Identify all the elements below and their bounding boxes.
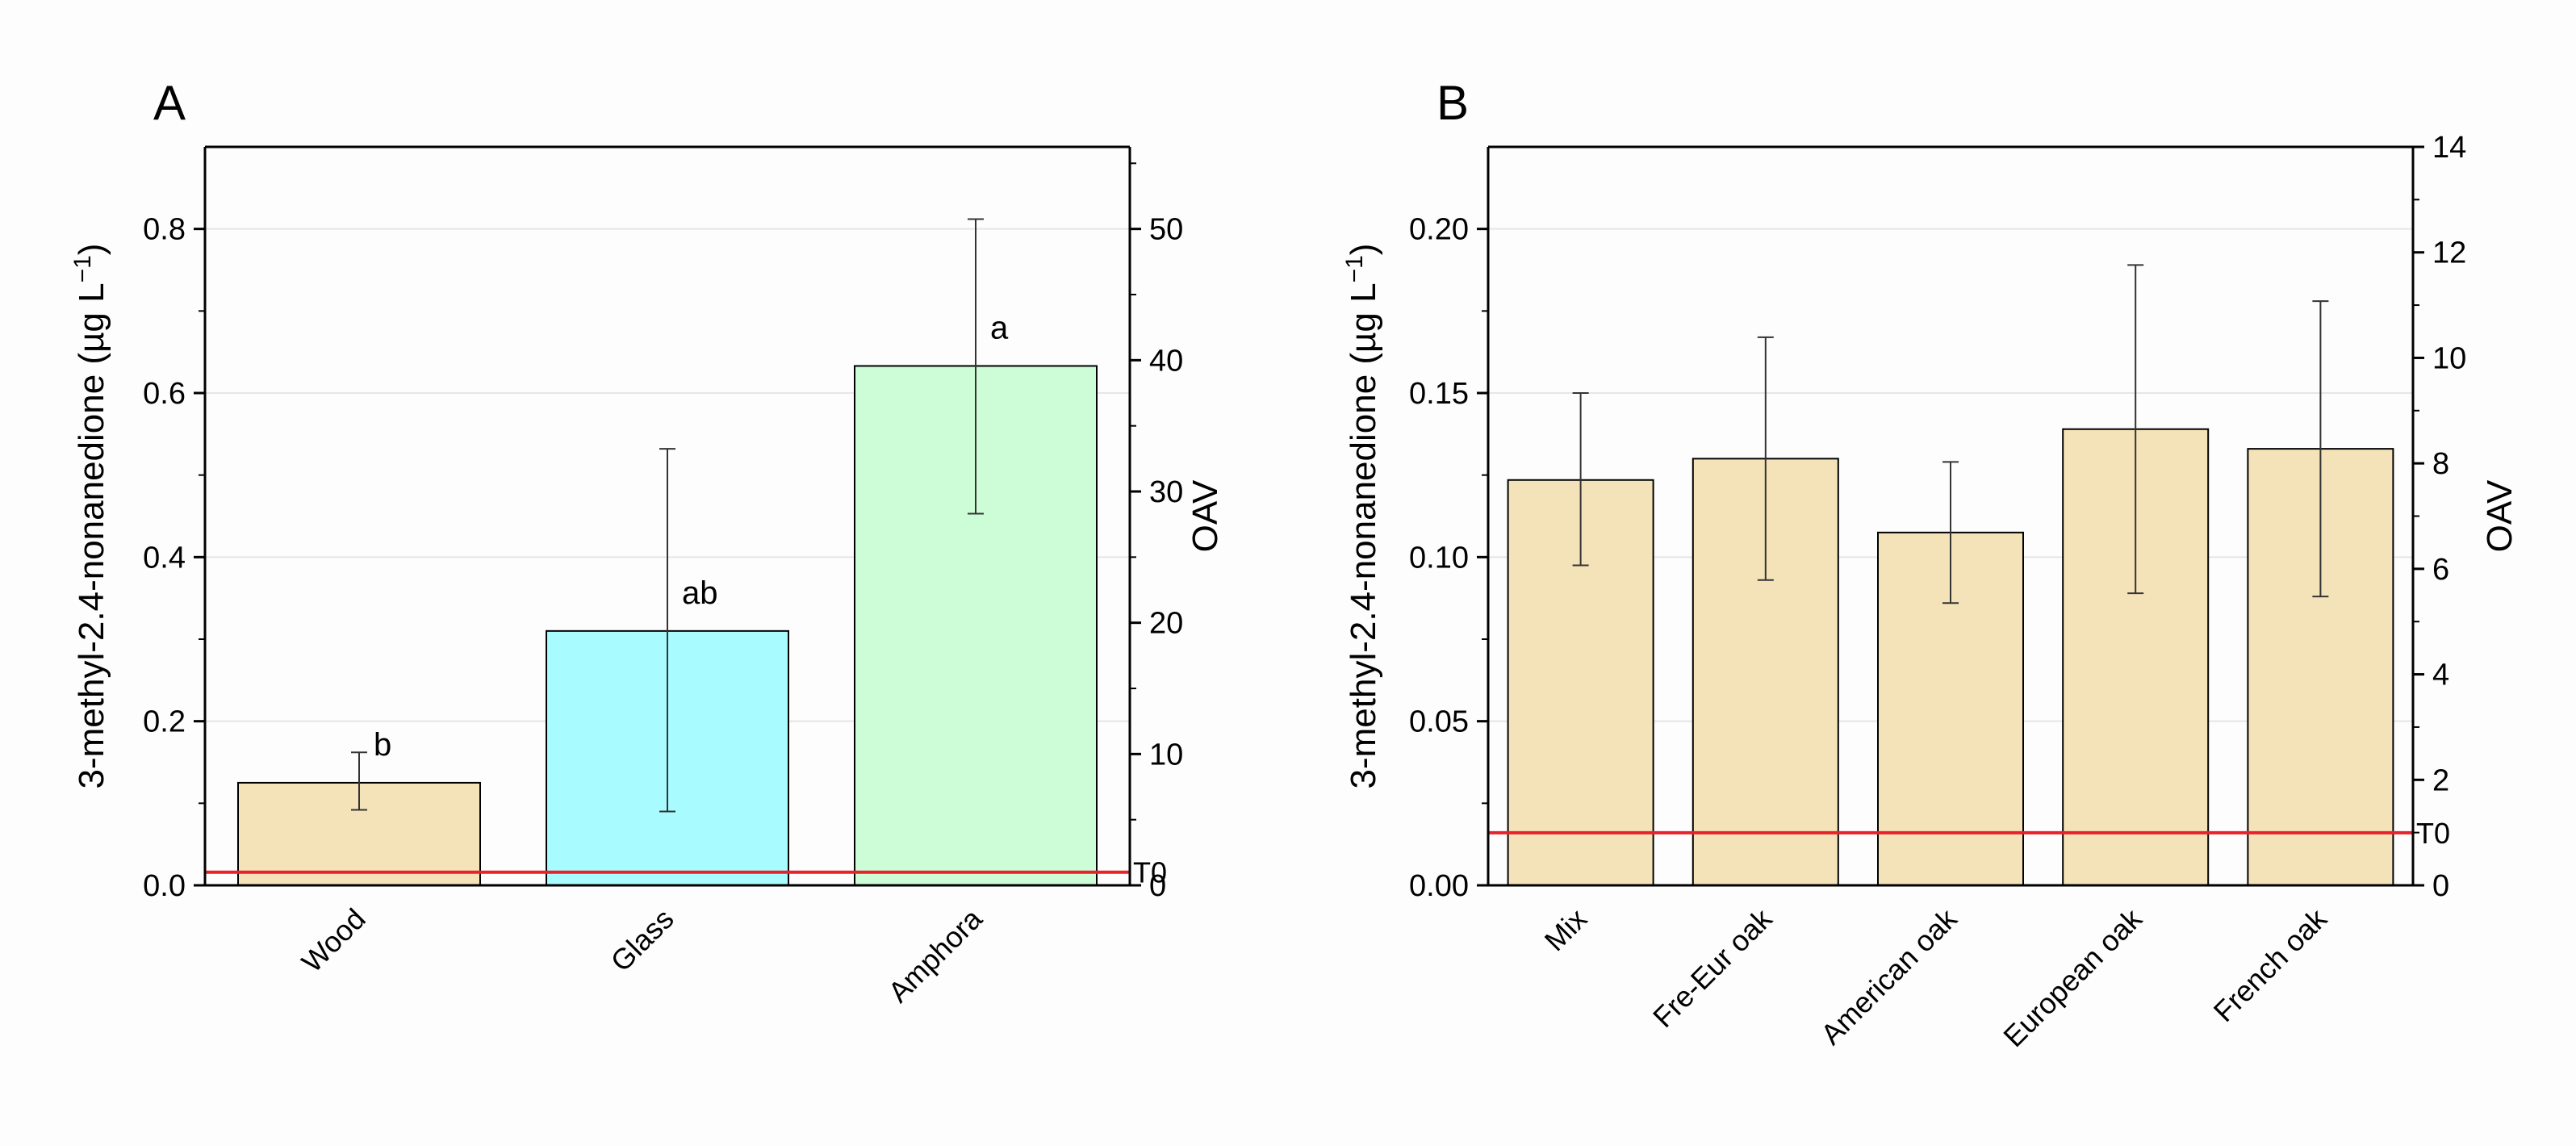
threshold-label: T0 — [2416, 817, 2450, 850]
category-label: Mix — [1538, 902, 1594, 958]
panel-label: B — [1436, 76, 1469, 130]
category-label: French oak — [2207, 901, 2334, 1028]
y-axis-title: 3-methyl-2.4-nonanedione (µg L−1) — [1341, 244, 1383, 789]
y2-axis-title: OAV — [2480, 479, 2520, 552]
y-tick-label: 0.15 — [1409, 377, 1469, 411]
y2-tick-label: 30 — [1149, 475, 1183, 509]
y2-tick-label: 6 — [2432, 553, 2449, 587]
y2-tick-label: 2 — [2432, 763, 2449, 797]
category-label: American oak — [1814, 901, 1963, 1051]
y-axis-title-sup: −1 — [1341, 255, 1368, 282]
category-label: Fre-Eur oak — [1646, 901, 1779, 1034]
significance-letter: ab — [682, 575, 718, 611]
y2-tick-label: 0 — [2432, 869, 2449, 903]
y-axis-title: 3-methyl-2.4-nonanedione (µg L−1) — [69, 244, 111, 789]
y-tick-label: 0.4 — [143, 541, 186, 575]
y-tick-label: 0.05 — [1409, 705, 1469, 739]
y-axis-title-main: 3-methyl-2.4-nonanedione (µg L — [72, 282, 111, 788]
significance-letter: a — [990, 310, 1009, 345]
y2-tick-label: 20 — [1149, 607, 1183, 641]
y2-tick-label: 14 — [2432, 131, 2466, 165]
y2-tick-label: 10 — [1149, 738, 1183, 772]
y-axis-title-end: ) — [1344, 244, 1383, 256]
y-tick-label: 0.0 — [143, 869, 186, 903]
y-tick-label: 0.20 — [1409, 213, 1469, 247]
chart-panel-b: B Mix Fre-Eur oak American oak European oak F… — [1341, 76, 2520, 1053]
y2-tick-label: 40 — [1149, 344, 1183, 378]
y-axis-title-end: ) — [72, 244, 111, 256]
chart-panel-a: Ab Wood ab Glass a Amphora T0 0.0 0.2 0.4 0.6 0.8 0 1… — [69, 76, 1225, 1009]
y2-tick-label: 0 — [1149, 869, 1166, 903]
y2-tick-label: 50 — [1149, 213, 1183, 247]
category-label: Amphora — [881, 901, 989, 1009]
y2-tick-label: 8 — [2432, 447, 2449, 481]
panel-label: A — [153, 76, 186, 130]
y2-tick-label: 12 — [2432, 236, 2466, 270]
y-axis-title-sup: −1 — [69, 255, 96, 282]
category-label: Glass — [604, 902, 680, 978]
category-label: Wood — [295, 902, 372, 979]
y2-axis-title: OAV — [1186, 479, 1225, 552]
y2-tick-label: 10 — [2432, 341, 2466, 375]
y-axis-title-main: 3-methyl-2.4-nonanedione (µg L — [1344, 282, 1383, 788]
y-tick-label: 0.00 — [1409, 869, 1469, 903]
y-tick-label: 0.6 — [143, 377, 186, 411]
y-tick-label: 0.10 — [1409, 541, 1469, 575]
y-tick-label: 0.2 — [143, 705, 186, 739]
threshold-label: T0 — [1133, 856, 1167, 889]
category-label: European oak — [1997, 901, 2148, 1053]
y2-tick-label: 4 — [2432, 659, 2449, 692]
significance-letter: b — [374, 727, 391, 763]
y-tick-label: 0.8 — [143, 213, 186, 247]
